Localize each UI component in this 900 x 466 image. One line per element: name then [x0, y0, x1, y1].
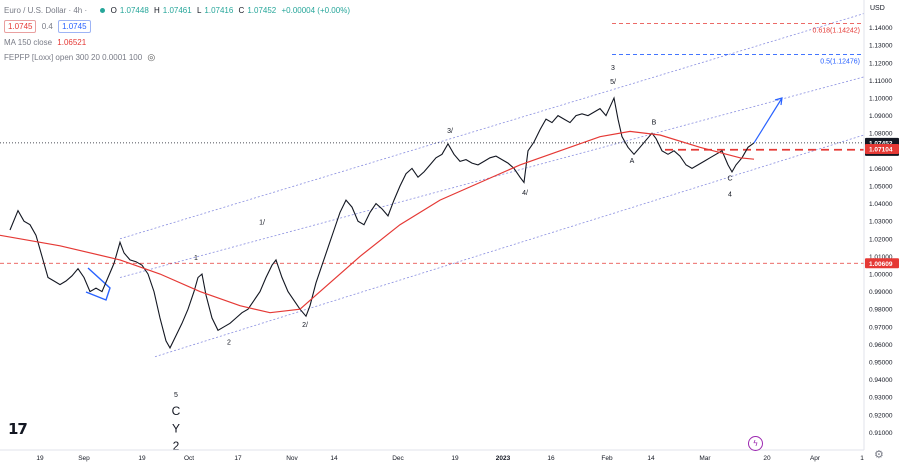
- y-tick-19: 0.95000: [869, 360, 893, 367]
- wave-label-1: C: [172, 404, 181, 418]
- x-tick-2: 19: [138, 455, 146, 462]
- wave-label-2: Y: [172, 421, 180, 435]
- wave-label-15: 4: [728, 192, 732, 199]
- wave-label-11: 5/: [610, 79, 616, 86]
- price-tag-bg-2: [865, 258, 899, 269]
- level-label-1: 0.5(1.12476): [820, 58, 860, 65]
- ohlc-high-label: H: [154, 6, 160, 15]
- ohlc-open-label: O: [110, 6, 117, 15]
- y-tick-14: 1.00000: [869, 272, 893, 279]
- wave-label-4: 1: [194, 255, 198, 262]
- price-tag-0: 1.07452: [869, 140, 893, 147]
- series-ma-150-close: [0, 130, 755, 314]
- y-tick-18: 0.96000: [869, 342, 893, 349]
- y-tick-4: 1.10000: [869, 96, 893, 103]
- price-tag-2: 1.00609: [869, 261, 893, 268]
- x-tick-15: Apr: [810, 455, 821, 462]
- ohlc-low-label: L: [196, 6, 202, 15]
- wave-label-14: C: [727, 176, 732, 183]
- wedge-pattern: [85, 267, 111, 301]
- symbol-legend: Euro / U.S. Dollar · 4h · O 1.07448 H 1.07…: [4, 6, 353, 15]
- y-tick-11: 1.03000: [869, 219, 893, 226]
- ohlc-open-value: 1.07448: [119, 6, 149, 15]
- x-tick-10: 16: [547, 455, 555, 462]
- x-tick-6: 14: [330, 455, 338, 462]
- price-tag-1: 1.07104: [869, 146, 893, 153]
- y-tick-2: 1.12000: [869, 60, 893, 67]
- y-tick-6: 1.08000: [869, 131, 893, 138]
- x-tick-4: 17: [234, 455, 242, 462]
- x-tick-0: 19: [36, 455, 44, 462]
- wave-label-6: 1/: [259, 220, 265, 227]
- ma-value: 1.06521: [57, 38, 87, 47]
- symbol-title[interactable]: Euro / U.S. Dollar · 4h ·: [4, 6, 88, 15]
- level-label-0: 0.618(1.14242): [813, 27, 860, 34]
- y-tick-17: 0.97000: [869, 324, 893, 331]
- x-tick-7: Dec: [392, 455, 404, 462]
- x-tick-8: 19: [451, 455, 459, 462]
- wave-label-3: 2: [173, 439, 180, 453]
- channel-lower-line: [154, 134, 865, 358]
- wave-label-9: 4/: [522, 190, 528, 197]
- y-tick-8: 1.06000: [869, 166, 893, 173]
- x-tick-1: Sep: [78, 455, 90, 462]
- y-tick-10: 1.04000: [869, 201, 893, 208]
- x-tick-13: Mar: [699, 455, 711, 462]
- y-tick-1: 1.13000: [869, 43, 893, 50]
- y-tick-3: 1.11000: [869, 78, 892, 85]
- x-tick-3: Oct: [184, 455, 194, 462]
- y-tick-0: 1.14000: [869, 25, 893, 32]
- y-tick-21: 0.93000: [869, 395, 893, 402]
- y-tick-12: 1.02000: [869, 236, 893, 243]
- price-tag-bg-1: [865, 143, 899, 154]
- series-projection: [753, 97, 783, 144]
- wave-label-8: 3/: [447, 128, 453, 135]
- y-tick-9: 1.05000: [869, 184, 893, 191]
- x-tick-16: 1: [860, 455, 864, 462]
- x-tick-14: 20: [763, 455, 771, 462]
- ohlc-close-label: C: [238, 6, 245, 15]
- wave-label-12: B: [652, 119, 657, 126]
- wave-label-0: 5: [174, 392, 178, 399]
- ohlc-close-value: 1.07452: [247, 6, 277, 15]
- market-status-icon: [100, 8, 106, 14]
- ma-legend[interactable]: MA 150 close 1.06521: [4, 38, 89, 47]
- price-axis-background: [864, 0, 900, 466]
- y-tick-16: 0.98000: [869, 307, 893, 314]
- fepfp-legend[interactable]: FEPFP [Loxx] open 300 20 0.0001 100 ◎: [4, 52, 158, 63]
- y-tick-13: 1.01000: [869, 254, 893, 261]
- bid-ask-row: 1.0745 0.4 1.0745: [4, 20, 94, 33]
- wave-label-7: 2/: [302, 322, 308, 329]
- wave-label-10: 3: [611, 65, 615, 72]
- ohlc-high-value: 1.07461: [162, 6, 192, 15]
- x-tick-5: Nov: [286, 455, 298, 462]
- lightning-icon[interactable]: ϟ: [748, 436, 763, 451]
- sell-button[interactable]: 1.0745: [4, 20, 37, 33]
- x-tick-12: 14: [647, 455, 655, 462]
- spread-value: 0.4: [41, 22, 53, 31]
- series-price: [9, 96, 755, 350]
- wave-label-5: 2: [227, 339, 231, 346]
- ohlc-change: +0.00004 (+0.00%): [281, 6, 350, 15]
- y-tick-15: 0.99000: [869, 289, 893, 296]
- tradingview-logo-icon: 17: [8, 420, 28, 438]
- ohlc-low-value: 1.07416: [204, 6, 234, 15]
- x-tick-9: 2023: [496, 455, 511, 462]
- y-tick-5: 1.09000: [869, 113, 893, 120]
- currency-label: USD: [870, 5, 885, 12]
- y-tick-20: 0.94000: [869, 377, 893, 384]
- eye-hidden-icon[interactable]: ◎: [147, 52, 156, 62]
- fepfp-label: FEPFP [Loxx] open 300 20 0.0001 100: [4, 53, 143, 62]
- y-tick-23: 0.91000: [869, 430, 893, 437]
- channel-upper-line: [119, 13, 865, 240]
- gear-icon[interactable]: ⚙: [874, 449, 884, 461]
- ma-label: MA 150 close: [4, 38, 53, 47]
- projection-arrowhead-icon: [774, 97, 783, 106]
- x-tick-11: Feb: [601, 455, 613, 462]
- wave-label-13: A: [630, 158, 635, 165]
- y-tick-22: 0.92000: [869, 412, 893, 419]
- buy-button[interactable]: 1.0745: [58, 20, 91, 33]
